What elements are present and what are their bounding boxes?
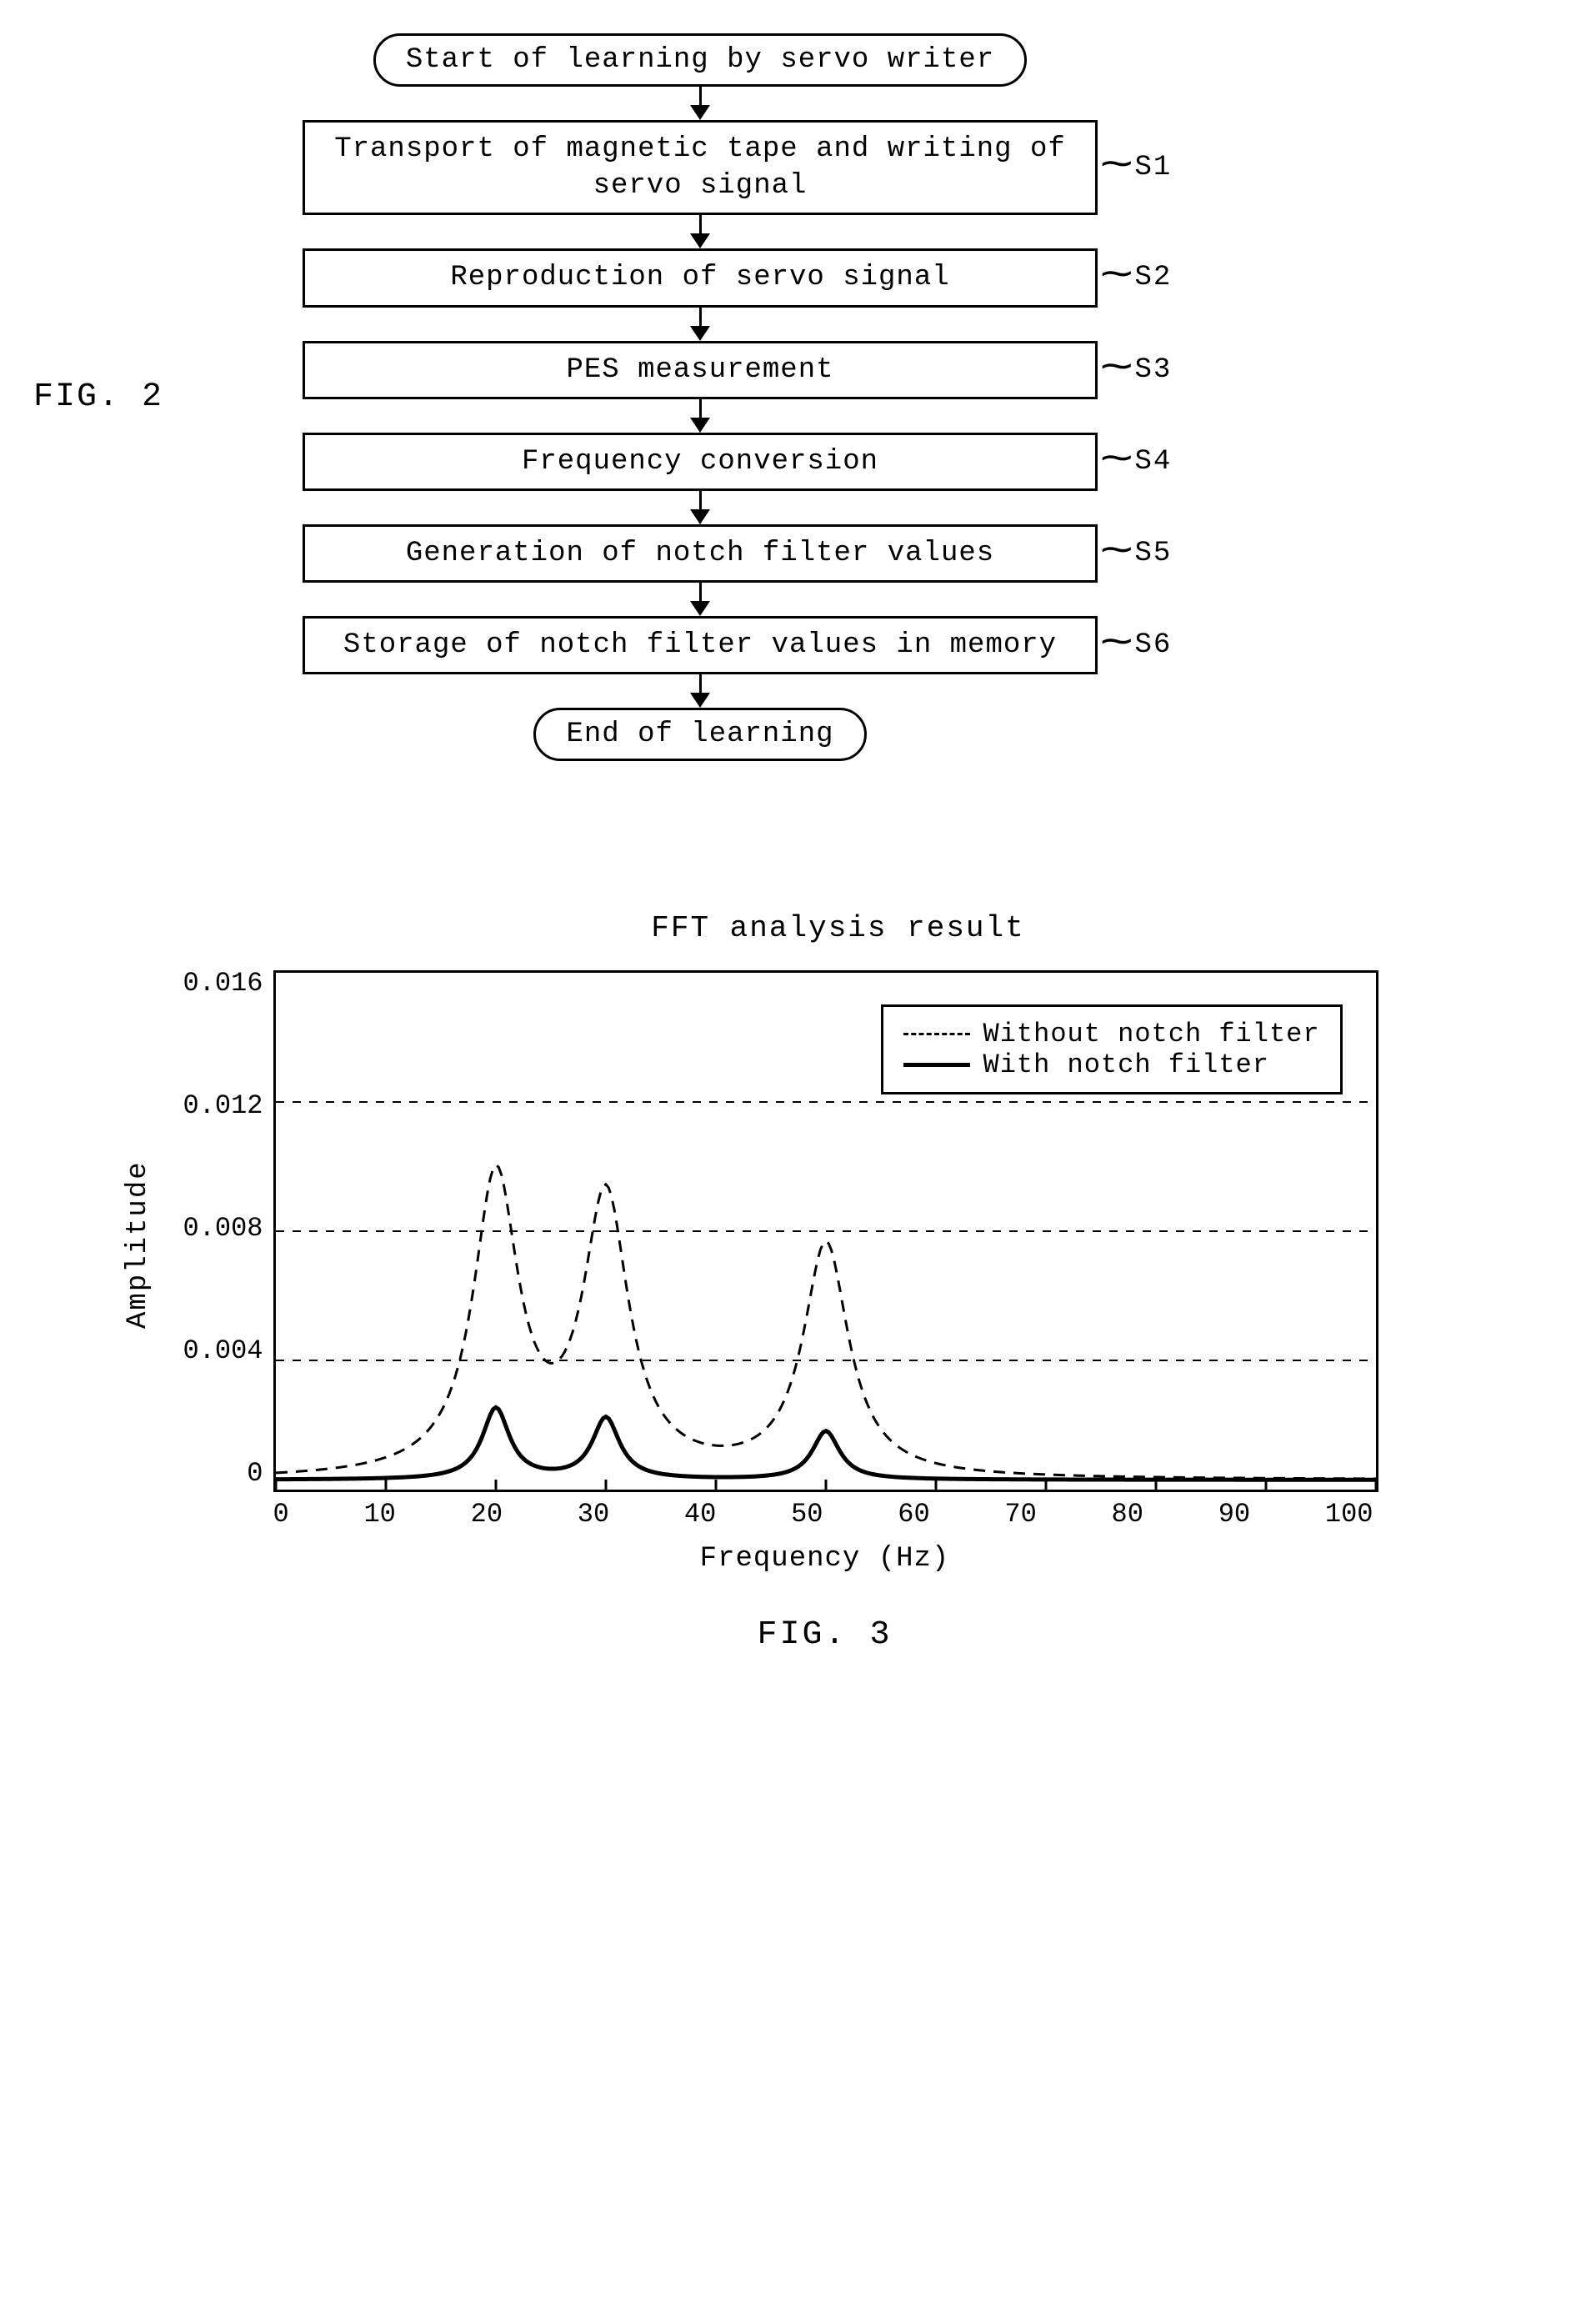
- xtick-label: 100: [1325, 1499, 1373, 1530]
- ytick-label: 0: [155, 1460, 263, 1487]
- xtick-label: 90: [1218, 1499, 1250, 1530]
- fig2-container: FIG. 2 Start of learning by servo writer…: [33, 33, 1543, 761]
- chart-title: FFT analysis result: [222, 911, 1455, 945]
- flow-step: Frequency conversion∼S4: [303, 433, 1098, 491]
- flow-process: PES measurement: [303, 341, 1098, 399]
- flow-step: Storage of notch filter values in memory…: [303, 616, 1098, 674]
- fig2-label: FIG. 2: [33, 378, 167, 416]
- fig3-label: FIG. 3: [272, 1616, 1378, 1654]
- flow-step-tag: ∼S2: [1098, 255, 1172, 300]
- flow-step: PES measurement∼S3: [303, 341, 1098, 399]
- ytick-label: 0.016: [155, 970, 263, 997]
- xtick-label: 60: [898, 1499, 929, 1530]
- xtick-label: 50: [791, 1499, 823, 1530]
- chart-series-with: [276, 1408, 1376, 1480]
- xtick-label: 0: [273, 1499, 289, 1530]
- legend-entry: Without notch filter: [903, 1019, 1320, 1049]
- xtick-label: 20: [471, 1499, 503, 1530]
- ytick-label: 0.008: [155, 1215, 263, 1242]
- flow-step-tag: ∼S1: [1098, 145, 1172, 190]
- legend-entry: With notch filter: [903, 1049, 1320, 1080]
- flow-process: Frequency conversion: [303, 433, 1098, 491]
- flow-step-tag: ∼S3: [1098, 348, 1172, 393]
- chart-plot: Without notch filterWith notch filter: [273, 970, 1378, 1492]
- flow-process: Transport of magnetic tape and writing o…: [303, 120, 1098, 215]
- legend-label: Without notch filter: [983, 1019, 1320, 1049]
- xtick-label: 40: [684, 1499, 716, 1530]
- chart-legend: Without notch filterWith notch filter: [881, 1004, 1343, 1094]
- fig3-container: FFT analysis result Amplitude 0.016 0.012…: [122, 911, 1455, 1654]
- chart-xticks: 0 10 20 30 40 50 60 70 80 90 100: [273, 1499, 1373, 1530]
- flow-process: Storage of notch filter values in memory: [303, 616, 1098, 674]
- ytick-label: 0.004: [155, 1338, 263, 1365]
- flow-step-tag: ∼S6: [1098, 623, 1172, 668]
- flow-step: Transport of magnetic tape and writing o…: [303, 120, 1098, 215]
- flow-start: Start of learning by servo writer: [373, 33, 1027, 87]
- flow-step: Reproduction of servo signal∼S2: [303, 248, 1098, 307]
- flowchart: Start of learning by servo writer Transp…: [200, 33, 1200, 761]
- flow-process: Generation of notch filter values: [303, 524, 1098, 583]
- xtick-label: 80: [1112, 1499, 1143, 1530]
- xtick-label: 10: [363, 1499, 395, 1530]
- ytick-label: 0.012: [155, 1093, 263, 1119]
- xtick-label: 30: [578, 1499, 609, 1530]
- flow-step: Generation of notch filter values∼S5: [303, 524, 1098, 583]
- chart-xlabel: Frequency (Hz): [272, 1543, 1378, 1575]
- chart-yticks: 0.016 0.012 0.008 0.004 0: [155, 970, 273, 1487]
- flow-process: Reproduction of servo signal: [303, 248, 1098, 307]
- legend-label: With notch filter: [983, 1049, 1269, 1080]
- flow-step-tag: ∼S4: [1098, 439, 1172, 484]
- flow-step-tag: ∼S5: [1098, 531, 1172, 576]
- xtick-label: 70: [1004, 1499, 1036, 1530]
- flow-end: End of learning: [533, 708, 866, 761]
- chart-ylabel: Amplitude: [123, 1295, 154, 1329]
